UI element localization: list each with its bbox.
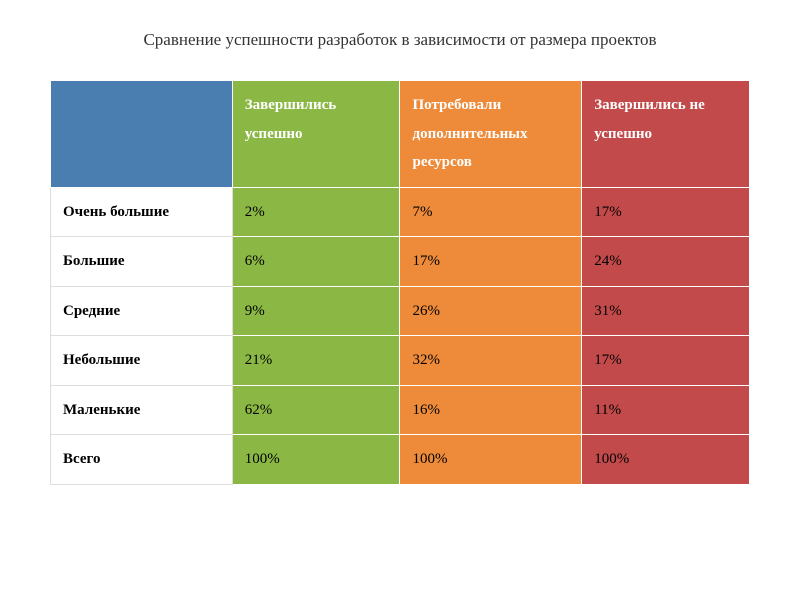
cell-failed: 31% bbox=[582, 286, 750, 336]
cell-resources: 32% bbox=[400, 336, 582, 386]
cell-failed: 11% bbox=[582, 385, 750, 435]
cell-success: 100% bbox=[232, 435, 400, 485]
header-blank bbox=[51, 81, 233, 188]
row-label: Маленькие bbox=[51, 385, 233, 435]
cell-resources: 26% bbox=[400, 286, 582, 336]
comparison-table: Завершились успешно Потребовали дополнит… bbox=[50, 80, 750, 485]
table-row: Небольшие 21% 32% 17% bbox=[51, 336, 750, 386]
cell-failed: 24% bbox=[582, 237, 750, 287]
cell-failed: 17% bbox=[582, 336, 750, 386]
cell-success: 6% bbox=[232, 237, 400, 287]
cell-resources: 17% bbox=[400, 237, 582, 287]
cell-success: 21% bbox=[232, 336, 400, 386]
table-row: Маленькие 62% 16% 11% bbox=[51, 385, 750, 435]
table-header-row: Завершились успешно Потребовали дополнит… bbox=[51, 81, 750, 188]
table-row: Большие 6% 17% 24% bbox=[51, 237, 750, 287]
row-label: Очень большие bbox=[51, 187, 233, 237]
row-label: Средние bbox=[51, 286, 233, 336]
page-title: Сравнение успешности разработок в зависи… bbox=[50, 30, 750, 50]
cell-success: 9% bbox=[232, 286, 400, 336]
header-failed: Завершились не успешно bbox=[582, 81, 750, 188]
header-resources: Потребовали дополнительных ресурсов bbox=[400, 81, 582, 188]
row-label: Большие bbox=[51, 237, 233, 287]
row-label: Небольшие bbox=[51, 336, 233, 386]
cell-failed: 17% bbox=[582, 187, 750, 237]
cell-success: 62% bbox=[232, 385, 400, 435]
table-row: Средние 9% 26% 31% bbox=[51, 286, 750, 336]
table-row: Очень большие 2% 7% 17% bbox=[51, 187, 750, 237]
table-row: Всего 100% 100% 100% bbox=[51, 435, 750, 485]
row-label: Всего bbox=[51, 435, 233, 485]
cell-resources: 100% bbox=[400, 435, 582, 485]
header-success: Завершились успешно bbox=[232, 81, 400, 188]
cell-failed: 100% bbox=[582, 435, 750, 485]
cell-success: 2% bbox=[232, 187, 400, 237]
cell-resources: 16% bbox=[400, 385, 582, 435]
cell-resources: 7% bbox=[400, 187, 582, 237]
